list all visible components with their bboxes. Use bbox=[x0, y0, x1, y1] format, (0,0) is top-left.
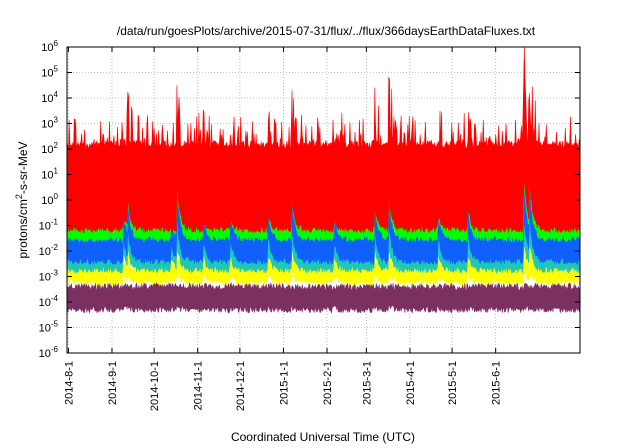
y-tick-label: 103 bbox=[41, 116, 58, 131]
y-tick-base: 10 bbox=[39, 246, 51, 258]
y-tick-exp: 4 bbox=[54, 90, 59, 99]
x-tick-label: 2015-4-1 bbox=[405, 361, 417, 405]
y-tick-labels: 10-610-510-410-310-210-11001011021031041… bbox=[39, 39, 59, 360]
y-axis-label-sup: 2 bbox=[14, 194, 24, 199]
y-axis-label: protons/cm2-s-sr-MeV bbox=[14, 141, 30, 258]
y-tick-label: 106 bbox=[41, 39, 58, 54]
chart-title: /data/run/goesPlots/archive/2015-07-31/f… bbox=[117, 24, 536, 38]
y-tick-exp: -4 bbox=[51, 294, 59, 303]
y-tick-label: 10-2 bbox=[39, 243, 59, 258]
y-tick-exp: 5 bbox=[54, 65, 59, 74]
x-tick-label: 2014-10-1 bbox=[149, 361, 161, 411]
x-axis-label: Coordinated Universal Time (UTC) bbox=[231, 430, 415, 444]
series-band bbox=[66, 46, 581, 234]
y-tick-exp: -3 bbox=[51, 269, 59, 278]
y-tick-label: 104 bbox=[41, 90, 58, 105]
y-tick-base: 10 bbox=[41, 170, 53, 182]
y-tick-base: 10 bbox=[39, 323, 51, 335]
x-tick-label: 2015-3-1 bbox=[361, 361, 373, 405]
y-tick-exp: -2 bbox=[51, 243, 59, 252]
y-tick-base: 10 bbox=[41, 195, 53, 207]
y-tick-exp: -6 bbox=[51, 345, 59, 354]
y-axis-label-rest: -s-sr-MeV bbox=[16, 141, 30, 194]
x-tick-label: 2014-9-1 bbox=[107, 361, 119, 405]
x-tick-label: 2015-5-1 bbox=[447, 361, 459, 405]
y-tick-base: 10 bbox=[41, 144, 53, 156]
y-tick-base: 10 bbox=[41, 93, 53, 105]
y-tick-base: 10 bbox=[41, 42, 53, 54]
y-tick-exp: 3 bbox=[54, 116, 59, 125]
x-tick-label: 2014-12-1 bbox=[235, 361, 247, 411]
y-tick-base: 10 bbox=[41, 119, 53, 131]
x-tick-labels: 2014-8-1 2014-9-1 2014-10-1 2014-11-1 2014-1… bbox=[63, 361, 502, 411]
series-band bbox=[66, 281, 581, 314]
y-tick-base: 10 bbox=[39, 272, 51, 284]
x-tick-label: 2014-8-1 bbox=[63, 361, 75, 405]
y-tick-label: 100 bbox=[41, 192, 58, 207]
x-tick-label: 2015-1-1 bbox=[278, 361, 290, 405]
y-tick-base: 10 bbox=[41, 68, 53, 80]
y-tick-label: 10-1 bbox=[39, 218, 59, 233]
y-tick-label: 10-5 bbox=[39, 320, 59, 335]
x-tick-label: 2014-11-1 bbox=[193, 361, 205, 410]
y-tick-exp: 0 bbox=[54, 192, 59, 201]
y-tick-label: 102 bbox=[41, 141, 58, 156]
y-tick-label: 10-4 bbox=[39, 294, 59, 309]
series-layer bbox=[66, 46, 581, 314]
y-tick-exp: 6 bbox=[54, 39, 59, 48]
y-tick-label: 101 bbox=[41, 167, 58, 182]
y-tick-exp: 2 bbox=[54, 141, 59, 150]
y-axis-label-main: protons/cm bbox=[16, 199, 30, 258]
y-tick-base: 10 bbox=[39, 297, 51, 309]
y-tick-exp: -1 bbox=[51, 218, 59, 227]
y-tick-exp: -5 bbox=[51, 320, 59, 329]
tick-marks bbox=[67, 46, 580, 354]
y-tick-exp: 1 bbox=[54, 167, 59, 176]
y-tick-label: 10-6 bbox=[39, 345, 59, 360]
x-tick-label: 2015-2-1 bbox=[322, 361, 334, 405]
y-tick-label: 105 bbox=[41, 65, 58, 80]
x-tick-label: 2015-6-1 bbox=[491, 361, 503, 405]
y-tick-base: 10 bbox=[39, 221, 51, 233]
y-tick-label: 10-3 bbox=[39, 269, 59, 284]
y-tick-base: 10 bbox=[39, 348, 51, 360]
